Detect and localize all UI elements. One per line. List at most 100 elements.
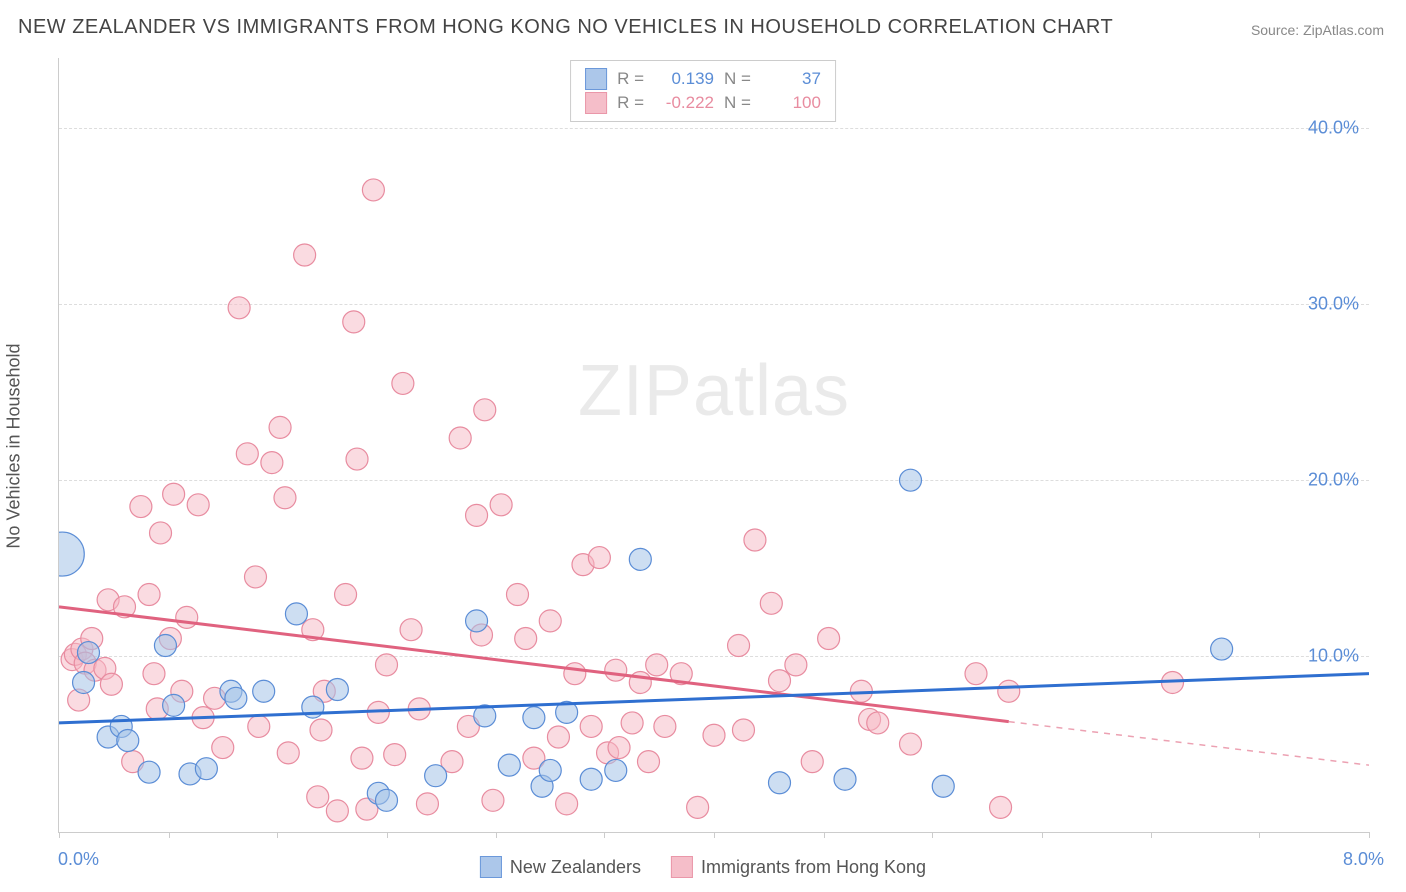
stats-swatch-a [585, 68, 607, 90]
x-tick [1369, 832, 1370, 838]
data-point [376, 654, 398, 676]
data-point [744, 529, 766, 551]
data-point [507, 584, 529, 606]
data-point [605, 759, 627, 781]
data-point [73, 671, 95, 693]
data-point [605, 659, 627, 681]
data-point [392, 372, 414, 394]
data-point [769, 772, 791, 794]
stats-r-value-a: 0.139 [654, 69, 714, 89]
data-point [900, 469, 922, 491]
x-tick [824, 832, 825, 838]
data-point [269, 416, 291, 438]
stats-n-label-a: N = [724, 69, 751, 89]
data-point [425, 765, 447, 787]
stats-r-label-b: R = [617, 93, 644, 113]
x-tick [387, 832, 388, 838]
data-point [187, 494, 209, 516]
data-point [580, 715, 602, 737]
data-point [515, 628, 537, 650]
data-point [285, 603, 307, 625]
data-point [310, 719, 332, 741]
x-tick [1151, 832, 1152, 838]
data-point [785, 654, 807, 676]
data-point [818, 628, 840, 650]
data-point [990, 796, 1012, 818]
data-point [834, 768, 856, 790]
data-point [564, 663, 586, 685]
data-point [687, 796, 709, 818]
legend-label-a: New Zealanders [510, 857, 641, 878]
data-point [466, 610, 488, 632]
data-point [294, 244, 316, 266]
data-point [498, 754, 520, 776]
data-point [547, 726, 569, 748]
data-point [307, 786, 329, 808]
legend: New Zealanders Immigrants from Hong Kong [480, 856, 926, 878]
data-point [212, 737, 234, 759]
data-point [965, 663, 987, 685]
data-point [490, 494, 512, 516]
data-point [801, 751, 823, 773]
legend-item-a: New Zealanders [480, 856, 641, 878]
legend-item-b: Immigrants from Hong Kong [671, 856, 926, 878]
data-point [629, 548, 651, 570]
data-point [732, 719, 754, 741]
data-point [77, 642, 99, 664]
data-point [100, 673, 122, 695]
data-point [654, 715, 676, 737]
data-point [245, 566, 267, 588]
data-point [351, 747, 373, 769]
data-point [362, 179, 384, 201]
data-point [932, 775, 954, 797]
data-point [556, 793, 578, 815]
data-point [760, 592, 782, 614]
data-point [248, 715, 270, 737]
chart-title: NEW ZEALANDER VS IMMIGRANTS FROM HONG KO… [18, 16, 1113, 39]
data-point [608, 737, 630, 759]
stats-swatch-b [585, 92, 607, 114]
data-point [646, 654, 668, 676]
chart-svg [59, 58, 1369, 832]
stats-r-label-a: R = [617, 69, 644, 89]
x-tick [1259, 832, 1260, 838]
y-axis-label: No Vehicles in Household [4, 343, 25, 548]
data-point [195, 758, 217, 780]
data-point [326, 800, 348, 822]
x-tick [604, 832, 605, 838]
data-point [236, 443, 258, 465]
x-tick [169, 832, 170, 838]
data-point [138, 584, 160, 606]
x-tick [277, 832, 278, 838]
data-point [277, 742, 299, 764]
trend-line-extrapolated [1009, 722, 1369, 766]
data-point [588, 547, 610, 569]
data-point [523, 707, 545, 729]
data-point [728, 635, 750, 657]
data-point [130, 496, 152, 518]
data-point [59, 532, 84, 576]
data-point [474, 399, 496, 421]
data-point [154, 635, 176, 657]
data-point [1211, 638, 1233, 660]
stats-row-b: R = -0.222 N = 100 [585, 91, 821, 115]
data-point [346, 448, 368, 470]
data-point [384, 744, 406, 766]
x-tick [714, 832, 715, 838]
data-point [335, 584, 357, 606]
data-point [326, 679, 348, 701]
data-point [163, 694, 185, 716]
data-point [449, 427, 471, 449]
data-point [900, 733, 922, 755]
data-point [176, 606, 198, 628]
x-tick [1042, 832, 1043, 838]
x-tick [932, 832, 933, 838]
data-point [143, 663, 165, 685]
x-tick [59, 832, 60, 838]
data-point [539, 759, 561, 781]
legend-swatch-b [671, 856, 693, 878]
data-point [867, 712, 889, 734]
stats-row-a: R = 0.139 N = 37 [585, 67, 821, 91]
data-point [253, 680, 275, 702]
data-point [769, 670, 791, 692]
